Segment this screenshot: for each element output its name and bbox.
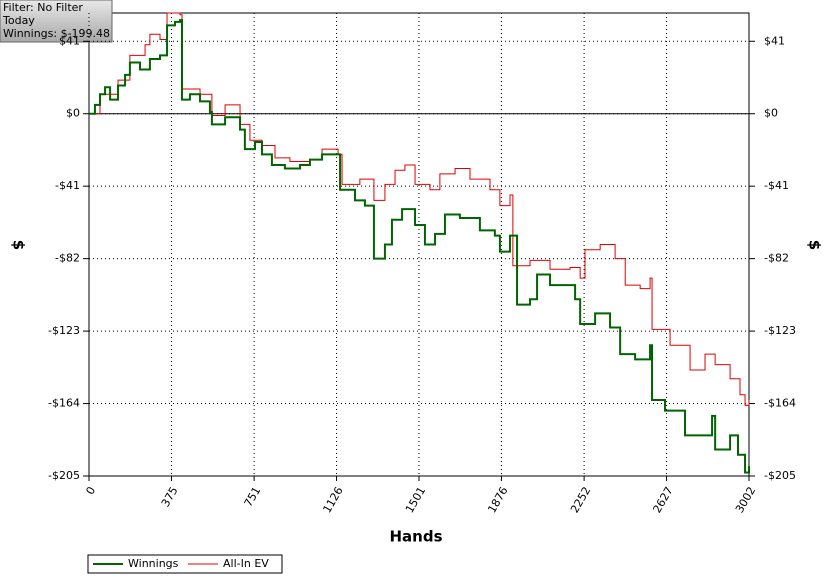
legend-label: All-In EV	[223, 557, 269, 570]
y-tick-label: -$41	[55, 179, 80, 192]
x-tick-label: 0	[83, 485, 98, 498]
plot-frame	[88, 12, 750, 477]
series-line	[89, 19, 750, 474]
x-tick-label: 751	[242, 485, 264, 510]
y2-tick-label: -$41	[764, 179, 789, 192]
y2-tick-label: -$205	[764, 469, 796, 482]
x-tick-label: 2252	[568, 485, 593, 516]
x-tick-label: 3002	[733, 485, 758, 516]
x-tick-label: 1876	[485, 485, 510, 516]
info-line: Filter: No Filter	[3, 1, 83, 14]
info-background	[0, 0, 113, 43]
y2-tick-label: -$164	[764, 397, 796, 410]
y-tick-label: -$82	[55, 252, 80, 265]
y2-axis-label: $	[806, 240, 824, 250]
legend	[87, 554, 283, 574]
x-tick-label: 1126	[320, 485, 345, 516]
x-tick-label: 375	[159, 485, 181, 510]
x-tick-label: 1501	[403, 485, 428, 516]
y-axis-label: $	[10, 240, 28, 250]
y-tick-label: -$164	[48, 397, 80, 410]
y2-tick-label: -$82	[764, 252, 789, 265]
y2-tick-label: -$123	[764, 324, 796, 337]
x-axis-label: Hands	[389, 528, 442, 546]
y-tick-label: $41	[59, 34, 80, 47]
info-box: Filter: No Filter Today Winnings: $-199.…	[0, 0, 113, 43]
y2-tick-label: $0	[764, 107, 778, 120]
y2-tick-label: $41	[764, 34, 785, 47]
x-tick-label: 2627	[650, 485, 675, 516]
y-tick-label: -$123	[48, 324, 80, 337]
legend-label: Winnings	[128, 557, 179, 570]
info-line: Today	[2, 14, 35, 27]
info-line: Winnings: $-199.48	[3, 27, 110, 40]
y-tick-label: -$205	[48, 469, 80, 482]
y-tick-label: $0	[66, 107, 80, 120]
